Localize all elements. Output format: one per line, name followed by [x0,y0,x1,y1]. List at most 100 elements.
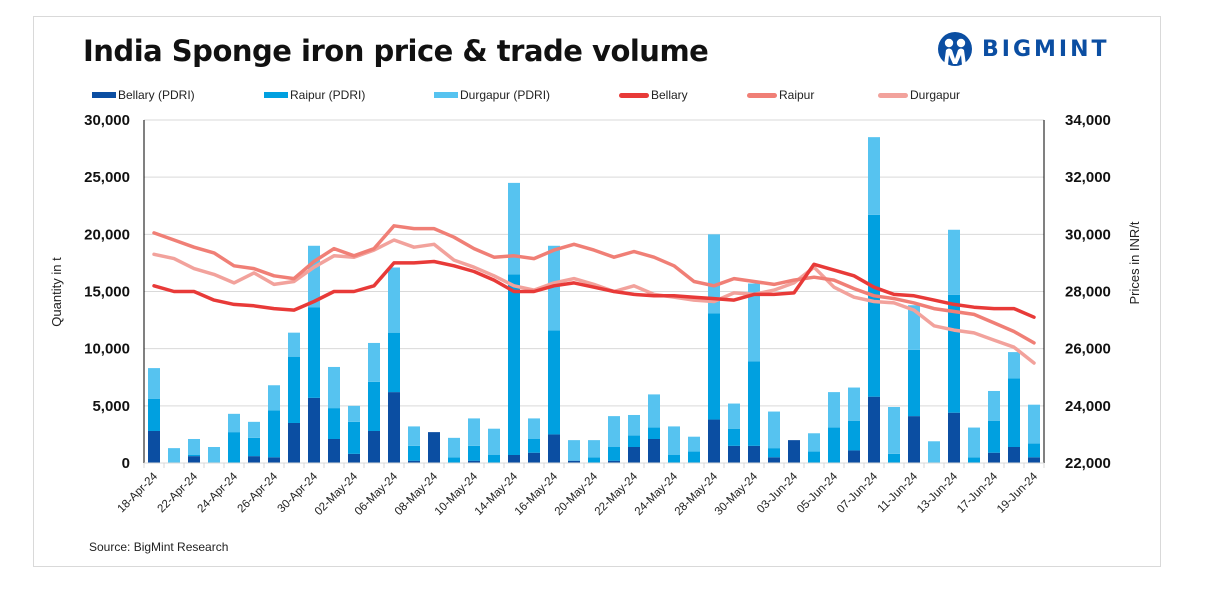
legend-swatch [619,92,649,98]
bar-raipur-pdri [468,445,480,461]
bar-raipur-pdri [648,427,660,439]
bar-durgapur-pdri [708,234,720,314]
bar-durgapur-pdri [288,332,300,357]
bar-durgapur-pdri [568,440,580,461]
x-tick-label: 05-Jun-24 [795,470,841,516]
bar-bellary-pdri [908,416,920,463]
y-axis-left-title: Quantity in t [49,257,64,327]
bar-raipur-pdri [968,457,980,463]
bar-bellary-pdri [728,445,740,463]
x-tick-label: 30-May-24 [713,470,761,518]
bar-raipur-pdri [1028,443,1040,458]
bar-bellary-pdri [1028,457,1040,463]
bar-raipur-pdri [488,454,500,463]
x-tick-label: 19-Jun-24 [995,470,1041,516]
bar-bellary-pdri [628,446,640,463]
bar-raipur-pdri [828,427,840,463]
x-tick-label: 17-Jun-24 [955,470,1001,516]
bar-bellary-pdri [648,438,660,463]
bar-durgapur-pdri [1008,352,1020,379]
y-tick-label: 10,000 [84,341,130,358]
bar-durgapur-pdri [608,416,620,447]
legend-swatch [264,92,288,98]
bar-raipur-pdri [348,421,360,454]
y-tick-label: 20,000 [84,226,130,243]
bar-raipur-pdri [668,454,680,463]
bar-bellary-pdri [748,445,760,463]
legend-label: Raipur [779,88,815,102]
bar-durgapur-pdri [728,403,740,429]
bar-raipur-pdri [608,446,620,461]
x-tick-label: 07-Jun-24 [835,470,881,516]
bar-raipur-pdri [848,420,860,451]
line-durgapur [152,238,1036,365]
y2-tick-label: 22,000 [1065,455,1111,472]
legend-item-durgapur-pdri: Durgapur (PDRI) [434,88,550,102]
y-axis-left-ticks: 0 5,000 10,000 15,000 20,000 25,000 30,000 [84,112,130,472]
bar-raipur-pdri [368,381,380,431]
x-tick-label: 26-Apr-24 [235,470,280,515]
legend-label: Bellary [651,88,688,102]
bar-bellary-pdri [768,457,780,463]
bar-bellary-pdri [188,456,200,463]
bar-bellary-pdri [848,450,860,463]
bar-bellary-pdri [948,412,960,463]
bar-bellary-pdri [788,440,800,463]
legend-item-bellary-pdri: Bellary (PDRI) [92,88,195,102]
bar-raipur-pdri [268,410,280,458]
bar-bellary-pdri [408,460,420,463]
bar-durgapur-pdri [408,426,420,446]
bar-raipur-pdri [148,398,160,431]
bar-bellary-pdri [348,453,360,463]
bar-raipur-pdri [628,435,640,447]
bar-durgapur-pdri [828,392,840,428]
bar-raipur-pdri [888,453,900,463]
bar-raipur-pdri [728,428,740,446]
bar-bellary-pdri [428,432,440,463]
legend-item-bellary: Bellary [619,88,688,102]
bar-durgapur-pdri [948,229,960,295]
bar-durgapur-pdri [988,390,1000,421]
bar-bellary-pdri [308,397,320,463]
legend-label: Raipur (PDRI) [290,88,366,102]
y2-tick-label: 24,000 [1065,398,1111,415]
bar-raipur-pdri [868,214,880,397]
y-tick-label: 15,000 [84,284,130,301]
bar-durgapur-pdri [468,418,480,446]
bar-durgapur-pdri [268,385,280,411]
legend-swatch [434,92,458,98]
bar-durgapur-pdri [388,267,400,333]
bar-durgapur-pdri [588,440,600,458]
bar-durgapur-pdri [348,405,360,422]
bar-durgapur-pdri [648,394,660,428]
chart-frame [33,16,1161,567]
bar-bellary-pdri [608,460,620,463]
legend-item-raipur: Raipur [747,88,814,102]
bar-raipur-pdri [948,294,960,413]
y-axis-right-ticks: 22,000 24,000 26,000 28,000 30,000 32,000 34,0… [1065,112,1111,472]
bar-durgapur-pdri [448,437,460,458]
bar-raipur-pdri [708,313,720,420]
x-tick-label: 24-Apr-24 [195,470,240,515]
bar-durgapur-pdri [908,305,920,350]
axes [143,120,1045,468]
bar-durgapur-pdri [548,245,560,331]
bar-bellary-pdri [988,452,1000,463]
bar-durgapur-pdri [328,366,340,409]
bar-raipur-pdri [988,420,1000,453]
y2-tick-label: 34,000 [1065,112,1111,129]
bar-durgapur-pdri [368,342,380,382]
bar-durgapur-pdri [488,428,500,455]
y-tick-label: 0 [122,455,130,472]
bar-durgapur-pdri [188,438,200,455]
bar-bellary-pdri [368,430,380,463]
x-tick-label: 03-Jun-24 [755,470,801,516]
line-raipur [152,224,1036,345]
bar-durgapur-pdri [808,433,820,452]
bar-durgapur-pdri [248,421,260,438]
y2-tick-label: 26,000 [1065,341,1111,358]
y2-tick-label: 28,000 [1065,284,1111,301]
y-axis-right-title: Prices in INR/t [1127,221,1142,304]
bar-raipur-pdri [908,349,920,417]
